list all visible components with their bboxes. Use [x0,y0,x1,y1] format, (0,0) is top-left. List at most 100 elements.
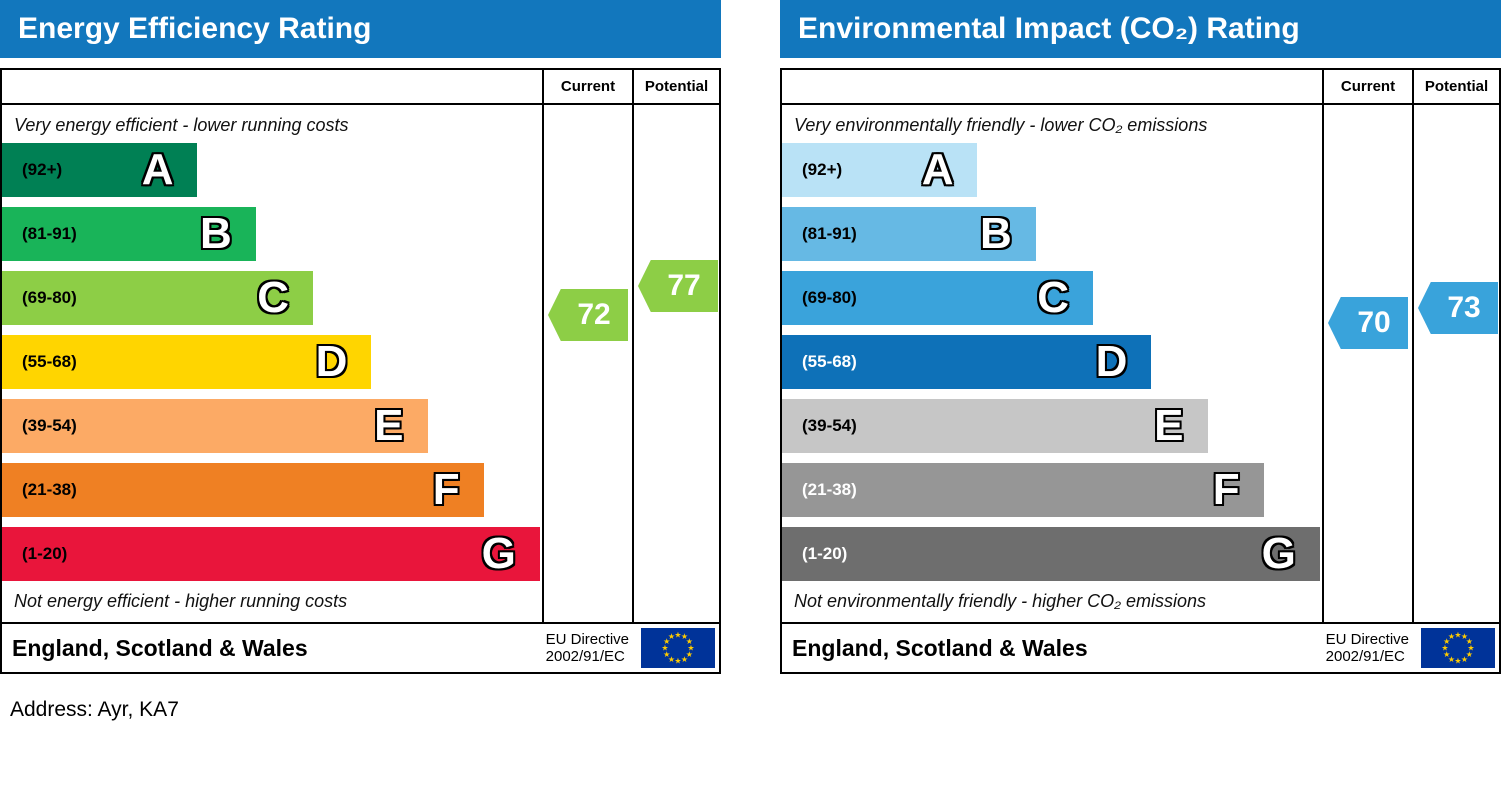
band-letter: B [200,209,232,258]
environmental-current-rating-value: 70 [1357,306,1391,339]
svg-text:★: ★ [1466,650,1473,659]
environmental-table-body: Very environmentally friendly - lower CO… [782,105,1499,622]
svg-text:★: ★ [1467,644,1474,653]
band-letter: E [374,401,404,450]
band-letter: D [315,337,348,386]
environmental-top-note: Very environmentally friendly - lower CO… [794,115,1208,135]
potential-column-header: Potential [1412,70,1499,103]
energy-band-a: (92+) A [2,143,198,197]
band-letter: G [1261,529,1296,578]
band-letter: D [1095,337,1128,386]
environmental-band-d: (55-68) D [782,335,1152,389]
environmental-potential-rating-value: 73 [1447,291,1481,324]
header-spacer [782,70,1322,103]
svg-text:★: ★ [681,632,688,641]
environmental-band-f: (21-38) F [782,463,1264,517]
svg-text:★: ★ [1448,655,1455,664]
environmental-band-c: (69-80) C [782,271,1094,325]
energy-potential-rating-arrow: 77 [638,260,718,312]
environmental-current-column: 70 [1322,105,1412,622]
eu-directive-line1: EU Directive [545,630,629,648]
environmental-band-e: (39-54) E [782,399,1208,453]
energy-current-rating-arrow: 72 [548,289,628,341]
eu-flag-icon: ★ ★★ ★★★ ★★★ ★★★ [641,628,715,668]
energy-efficiency-chart: Energy Efficiency Rating Current Potenti… [0,0,721,674]
band-range: (92+) [22,160,63,179]
band-range: (92+) [802,160,843,179]
band-range: (55-68) [22,352,77,371]
svg-text:★: ★ [686,650,693,659]
svg-text:★: ★ [1441,644,1448,653]
environmental-impact-chart: Environmental Impact (CO₂) Rating Curren… [780,0,1501,674]
environmental-table-header: Current Potential [782,70,1499,105]
band-letter: G [481,529,516,578]
band-letter: A [921,145,954,194]
environmental-band-a: (92+) A [782,143,978,197]
svg-text:★: ★ [661,644,668,653]
energy-chart-title: Energy Efficiency Rating [0,0,721,58]
svg-text:★: ★ [681,655,688,664]
band-range: (39-54) [22,416,77,435]
band-letter: C [1037,273,1070,322]
header-spacer [2,70,542,103]
eu-directive-line2: 2002/91/EC [545,648,625,665]
band-letter: B [980,209,1012,258]
svg-text:★: ★ [663,637,670,646]
band-letter: E [1154,401,1184,450]
eu-directive-label: EU Directive 2002/91/EC [1326,631,1409,666]
current-column-header: Current [542,70,632,103]
band-range: (21-38) [802,480,857,499]
svg-text:★: ★ [663,650,670,659]
svg-text:★: ★ [1461,655,1468,664]
environmental-potential-rating-arrow: 73 [1418,282,1498,334]
svg-text:★: ★ [1454,657,1461,666]
energy-potential-rating-value: 77 [667,269,701,302]
svg-text:★: ★ [686,637,693,646]
energy-band-g: (1-20) G [2,527,540,581]
environmental-current-rating-arrow: 70 [1328,297,1408,349]
region-label: England, Scotland & Wales [792,634,1088,661]
svg-text:★: ★ [1448,632,1455,641]
band-range: (81-91) [22,224,77,243]
current-column-header: Current [1322,70,1412,103]
band-range: (1-20) [22,544,68,563]
energy-potential-column: 77 [632,105,719,622]
band-letter: C [257,273,290,322]
energy-table-footer: England, Scotland & Wales EU Directive 2… [2,622,719,672]
svg-text:★: ★ [1443,637,1450,646]
eu-directive-line1: EU Directive [1325,630,1409,648]
region-label: England, Scotland & Wales [12,634,308,661]
environmental-potential-column: 73 [1412,105,1499,622]
potential-column-header: Potential [632,70,719,103]
band-range: (55-68) [802,352,857,371]
svg-text:★: ★ [668,655,675,664]
energy-band-chart: Very energy efficient - lower running co… [2,105,542,622]
band-letter: F [1212,465,1240,514]
environmental-band-b: (81-91) B [782,207,1036,261]
svg-text:★: ★ [1466,637,1473,646]
energy-table-header: Current Potential [2,70,719,105]
environmental-bottom-note: Not environmentally friendly - higher CO… [794,591,1207,611]
energy-band-c: (69-80) C [2,271,314,325]
svg-text:★: ★ [687,644,694,653]
energy-bottom-note: Not energy efficient - higher running co… [14,591,348,611]
band-range: (69-80) [802,288,857,307]
band-range: (21-38) [22,480,77,499]
band-letter: A [141,145,174,194]
eu-directive-label: EU Directive 2002/91/EC [546,631,629,666]
energy-band-f: (21-38) F [2,463,484,517]
band-range: (1-20) [802,544,848,563]
energy-band-e: (39-54) E [2,399,428,453]
svg-text:★: ★ [1454,631,1461,640]
band-range: (39-54) [802,416,857,435]
environmental-band-chart: Very environmentally friendly - lower CO… [782,105,1322,622]
property-address: Address: Ayr, KA7 [10,698,179,721]
environmental-band-g: (1-20) G [782,527,1320,581]
energy-top-note: Very energy efficient - lower running co… [14,115,349,135]
band-range: (69-80) [22,288,77,307]
svg-text:★: ★ [674,657,681,666]
environmental-rating-table: Current Potential Very environmentally f… [780,68,1501,674]
energy-current-rating-value: 72 [577,298,611,331]
energy-rating-table: Current Potential Very energy efficient … [0,68,721,674]
